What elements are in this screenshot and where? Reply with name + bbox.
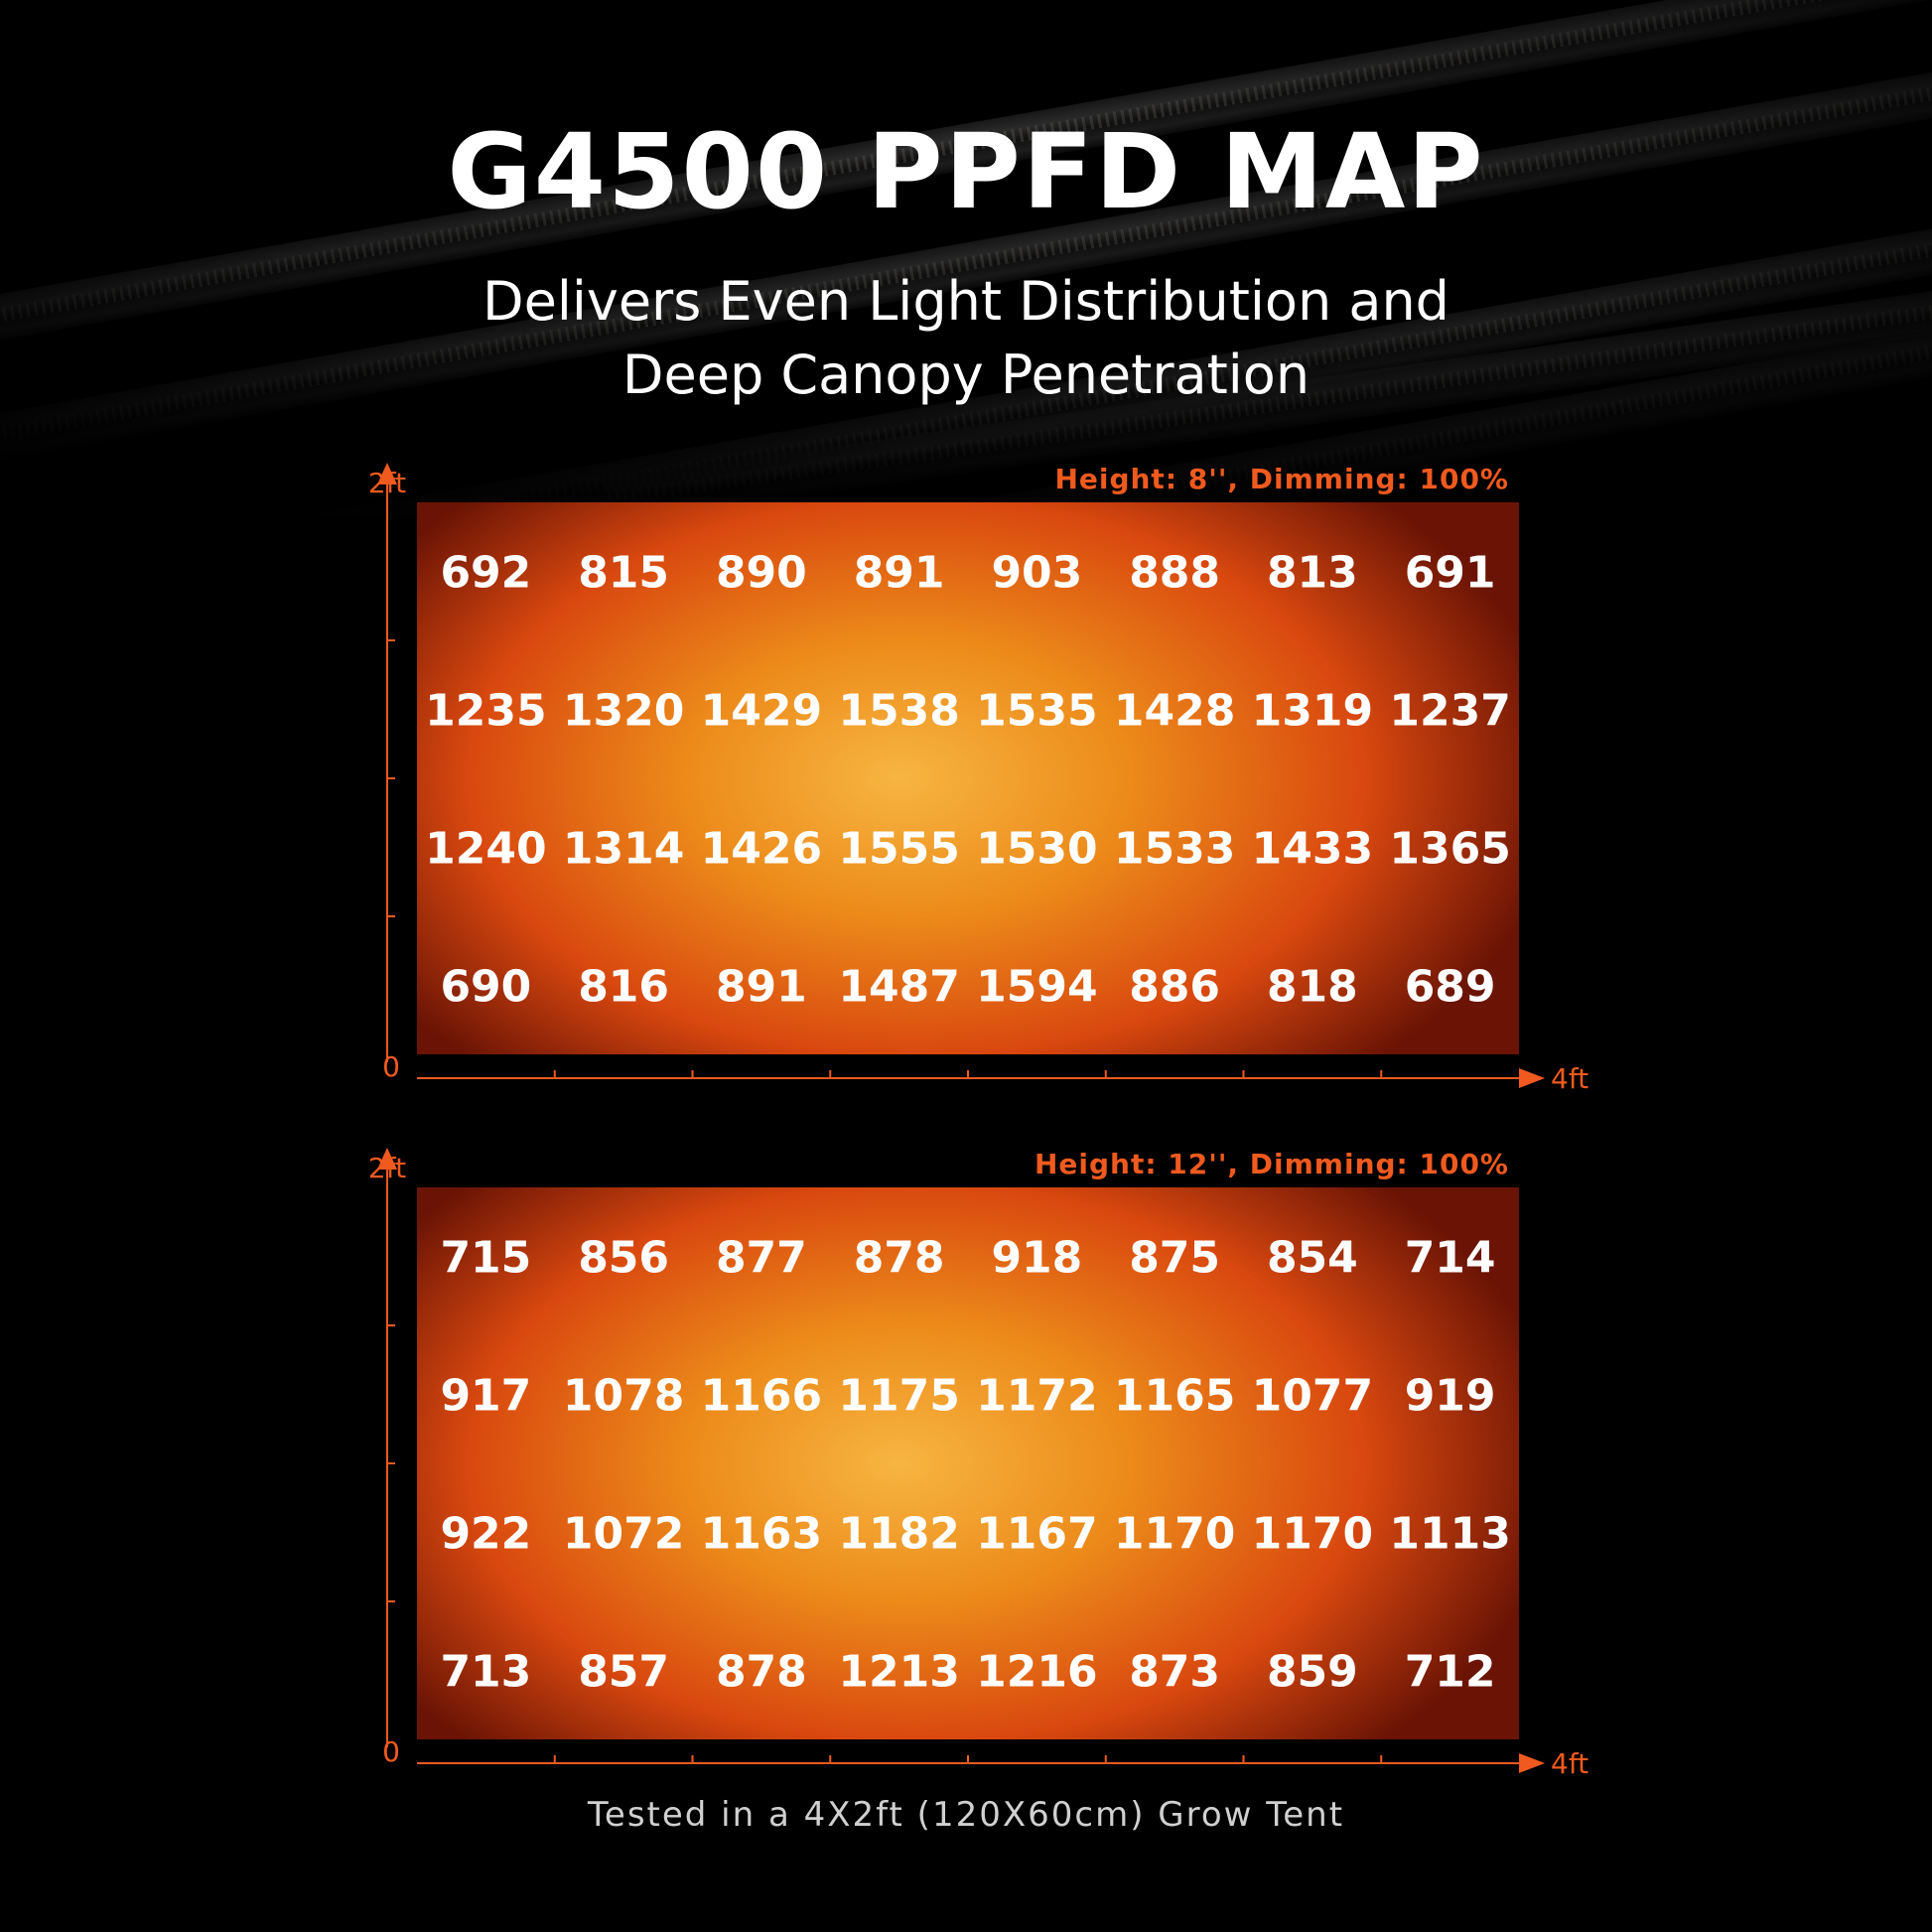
subtitle-line-1: Delivers Even Light Distribution and	[483, 270, 1449, 333]
ppfd-value: 878	[854, 1233, 945, 1284]
ppfd-value: 1426	[701, 824, 822, 875]
heatmap-glow	[417, 1187, 1519, 1739]
ppfd-value: 1078	[563, 1371, 684, 1422]
ppfd-value: 873	[1129, 1647, 1220, 1698]
ppfd-value: 1077	[1252, 1371, 1373, 1422]
ppfd-value: 689	[1405, 962, 1496, 1013]
ppfd-value: 1213	[838, 1647, 959, 1698]
ppfd-value: 1113	[1389, 1509, 1510, 1560]
ppfd-value: 690	[440, 962, 531, 1013]
ppfd-value: 919	[1405, 1371, 1496, 1422]
ppfd-value: 1167	[976, 1509, 1097, 1560]
ppfd-value: 1172	[976, 1371, 1097, 1422]
ppfd-value: 1175	[838, 1371, 959, 1422]
ppfd-value: 1170	[1252, 1509, 1373, 1560]
ppfd-value: 886	[1129, 962, 1220, 1013]
ppfd-value: 1166	[701, 1371, 822, 1422]
ppfd-value: 875	[1129, 1233, 1220, 1284]
y-axis-min-label: 0	[382, 1050, 400, 1083]
ppfd-value: 1533	[1114, 824, 1235, 875]
x-axis-arrow	[1519, 1068, 1545, 1088]
x-axis-max-label: 4ft	[1551, 1062, 1588, 1092]
ppfd-value: 815	[578, 548, 669, 599]
ppfd-value: 891	[716, 962, 807, 1013]
ppfd-value: 692	[440, 548, 531, 599]
ppfd-value: 857	[578, 1647, 669, 1698]
ppfd-heatmap-8in: 692 815 890 891 903 888 813 691 1235 1320 1429 1538…	[368, 463, 1588, 1092]
ppfd-value: 1365	[1389, 824, 1510, 875]
ppfd-value: 1433	[1252, 824, 1373, 875]
ppfd-value: 1163	[701, 1509, 822, 1560]
ppfd-value: 1182	[838, 1509, 959, 1560]
ppfd-value: 1555	[838, 824, 959, 875]
ppfd-value: 878	[716, 1647, 807, 1698]
test-condition-note: Tested in a 4X2ft (120X60cm) Grow Tent	[587, 1795, 1345, 1835]
ppfd-value: 1072	[563, 1509, 684, 1560]
ppfd-value: 1319	[1252, 686, 1373, 737]
ppfd-value: 918	[991, 1233, 1082, 1284]
background-light-bars	[0, 0, 1932, 516]
ppfd-value: 715	[440, 1233, 531, 1284]
ppfd-value: 714	[1405, 1233, 1496, 1284]
ppfd-value: 917	[440, 1371, 531, 1422]
ppfd-heatmap-12in: 715 856 877 878 918 875 854 714 917 1078 1166 1175 1…	[368, 1148, 1588, 1777]
ppfd-value: 1428	[1114, 686, 1235, 737]
heatmap-condition-label: Height: 12'', Dimming: 100%	[1035, 1148, 1509, 1180]
ppfd-value: 856	[578, 1233, 669, 1284]
ppfd-value: 903	[991, 548, 1082, 599]
ppfd-value: 1314	[563, 824, 684, 875]
ppfd-value: 1530	[976, 824, 1097, 875]
ppfd-value: 691	[1405, 548, 1496, 599]
y-axis-arrow	[377, 1148, 397, 1170]
ppfd-value: 1429	[701, 686, 822, 737]
ppfd-value: 713	[440, 1647, 531, 1698]
y-axis-min-label: 0	[382, 1735, 400, 1768]
page-title: G4500 PPFD MAP	[447, 111, 1485, 232]
heatmap-glow	[417, 502, 1519, 1054]
ppfd-value: 1487	[838, 962, 959, 1013]
ppfd-value: 1170	[1114, 1509, 1235, 1560]
y-axis-max-label: 2ft	[368, 1152, 406, 1184]
ppfd-value: 712	[1405, 1647, 1496, 1698]
x-axis-arrow	[1519, 1753, 1545, 1773]
ppfd-value: 890	[716, 548, 807, 599]
ppfd-value: 891	[854, 548, 945, 599]
heatmap-condition-label: Height: 8'', Dimming: 100%	[1054, 463, 1509, 495]
ppfd-value: 1320	[563, 686, 684, 737]
x-axis-max-label: 4ft	[1551, 1747, 1588, 1777]
ppfd-value: 1538	[838, 686, 959, 737]
subtitle-line-2: Deep Canopy Penetration	[621, 344, 1311, 406]
ppfd-value: 1535	[976, 686, 1097, 737]
ppfd-value: 1240	[425, 824, 546, 875]
ppfd-value: 818	[1267, 962, 1358, 1013]
ppfd-value: 854	[1267, 1233, 1358, 1284]
ppfd-value: 922	[440, 1509, 531, 1560]
ppfd-value: 813	[1267, 548, 1358, 599]
y-axis-arrow	[377, 463, 397, 484]
ppfd-value: 1235	[425, 686, 546, 737]
ppfd-value: 1216	[976, 1647, 1097, 1698]
ppfd-value: 888	[1129, 548, 1220, 599]
ppfd-value: 877	[716, 1233, 807, 1284]
ppfd-value: 859	[1267, 1647, 1358, 1698]
y-axis-max-label: 2ft	[368, 467, 406, 499]
ppfd-value: 1165	[1114, 1371, 1235, 1422]
ppfd-value: 1237	[1389, 686, 1510, 737]
ppfd-value: 816	[578, 962, 669, 1013]
ppfd-value: 1594	[976, 962, 1097, 1013]
